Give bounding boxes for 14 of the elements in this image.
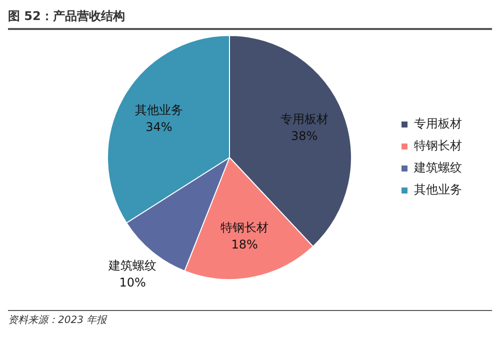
chart-title: 图 52：产品营收结构 — [8, 8, 492, 30]
legend-label: 特钢长材 — [414, 138, 462, 153]
data-label: 10% — [119, 276, 146, 290]
data-label: 34% — [146, 120, 172, 134]
slice-label: 其他业务 — [134, 102, 183, 117]
slice-label: 专用板材 — [280, 112, 328, 126]
legend-label: 专用板材 — [414, 116, 462, 131]
slice-label: 特钢长材 — [220, 220, 269, 235]
slice-label: 建筑螺纹 — [108, 258, 157, 273]
legend-label: 建筑螺纹 — [413, 160, 462, 175]
text: 资料来源：2023 年报 — [8, 313, 492, 327]
legend-label: 其他业务 — [414, 182, 462, 197]
data-label: 38% — [291, 128, 318, 143]
data-label: 18% — [231, 238, 258, 252]
